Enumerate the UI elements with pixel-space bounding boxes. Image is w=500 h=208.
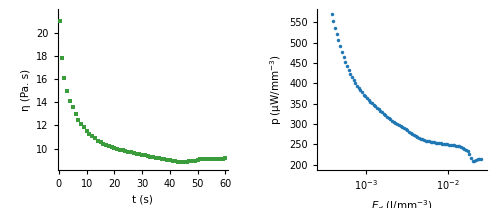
Y-axis label: η (Pa. s): η (Pa. s) [20,68,30,110]
X-axis label: $E_d$ (J/mm$^{-3}$): $E_d$ (J/mm$^{-3}$) [372,198,433,208]
Y-axis label: p (μW/mm$^{-3}$): p (μW/mm$^{-3}$) [268,54,283,125]
X-axis label: t (s): t (s) [132,194,154,204]
